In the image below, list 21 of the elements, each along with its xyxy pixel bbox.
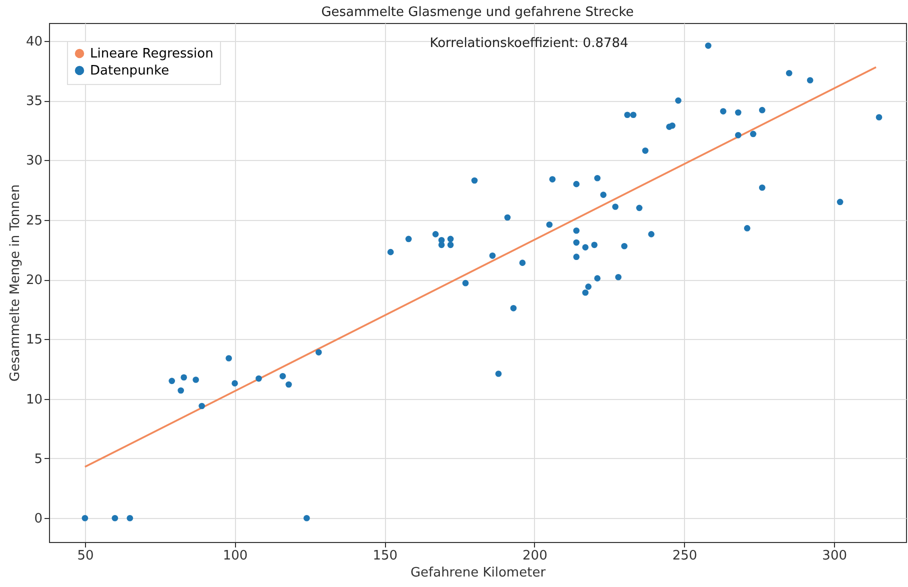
y-tick-label: 5 [34, 452, 42, 467]
legend-label: Lineare Regression [90, 46, 214, 62]
y-tick-label: 40 [26, 34, 42, 50]
y-tick-label: 15 [26, 332, 42, 348]
annotation: Korrelationskoeffizient: 0.8784 [430, 36, 628, 51]
chart-title: Gesammelte Glasmenge und gefahrene Strecke [321, 5, 634, 20]
y-tick-label: 0 [34, 512, 42, 527]
y-tick-label: 25 [26, 213, 42, 228]
y-tick-label: 30 [26, 154, 42, 169]
legend-label: Datenpunke [90, 64, 170, 78]
y-tick-label: 35 [26, 94, 42, 110]
x-tick-label: 300 [822, 548, 847, 564]
x-tick-label: 250 [672, 548, 698, 564]
y-tick-label: 20 [26, 273, 42, 288]
x-tick-label: 200 [522, 548, 548, 564]
y-tick-label: 10 [26, 392, 42, 408]
y-axis-title: Gesammelte Menge in Tonnen [8, 184, 23, 382]
x-tick-label: 50 [77, 548, 94, 564]
x-axis-title: Gefahrene Kilometer [410, 566, 546, 580]
x-tick-label: 100 [222, 548, 248, 564]
x-tick-label: 150 [372, 548, 398, 564]
